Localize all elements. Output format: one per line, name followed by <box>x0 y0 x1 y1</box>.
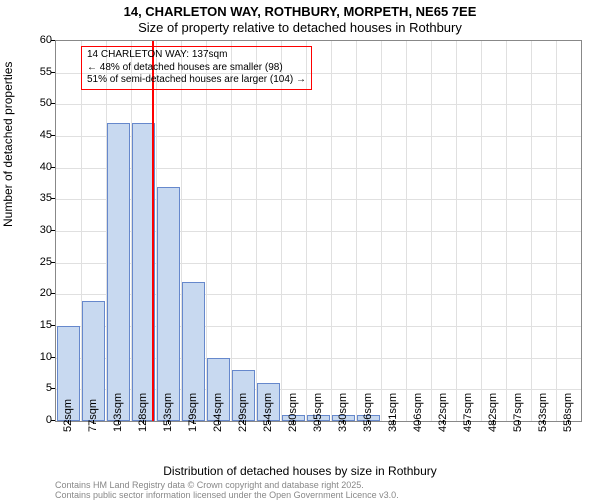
x-tick-mark <box>93 420 94 424</box>
gridline-v <box>256 41 257 421</box>
x-tick-mark <box>68 420 69 424</box>
gridline-v <box>356 41 357 421</box>
plot-area: 14 CHARLETON WAY: 137sqm← 48% of detache… <box>55 40 582 422</box>
x-tick-mark <box>493 420 494 424</box>
x-tick-mark <box>268 420 269 424</box>
x-tick-mark <box>243 420 244 424</box>
annotation-line: ← 48% of detached houses are smaller (98… <box>87 62 306 75</box>
x-tick-mark <box>568 420 569 424</box>
x-tick-mark <box>118 420 119 424</box>
x-tick-mark <box>343 420 344 424</box>
x-tick-mark <box>418 420 419 424</box>
title-sub: Size of property relative to detached ho… <box>0 20 600 35</box>
footer-line-2: Contains public sector information licen… <box>55 490 399 500</box>
gridline-v <box>531 41 532 421</box>
histogram-bar <box>107 123 131 421</box>
x-tick-mark <box>543 420 544 424</box>
gridline-v <box>281 41 282 421</box>
y-axis-label: Number of detached properties <box>1 62 15 227</box>
x-tick-mark <box>468 420 469 424</box>
x-tick-mark <box>393 420 394 424</box>
x-axis-label: Distribution of detached houses by size … <box>0 464 600 478</box>
title-main: 14, CHARLETON WAY, ROTHBURY, MORPETH, NE… <box>0 4 600 19</box>
x-tick-mark <box>318 420 319 424</box>
gridline-v <box>556 41 557 421</box>
histogram-bar <box>157 187 181 421</box>
x-tick-mark <box>368 420 369 424</box>
x-tick-mark <box>193 420 194 424</box>
annotation-line: 51% of semi-detached houses are larger (… <box>87 74 306 87</box>
x-tick-mark <box>293 420 294 424</box>
x-tick-mark <box>168 420 169 424</box>
gridline-v <box>306 41 307 421</box>
chart-container: 14, CHARLETON WAY, ROTHBURY, MORPETH, NE… <box>0 0 600 500</box>
gridline-v <box>406 41 407 421</box>
annotation-line: 14 CHARLETON WAY: 137sqm <box>87 49 306 62</box>
gridline-v <box>331 41 332 421</box>
gridline-v <box>506 41 507 421</box>
gridline-v <box>431 41 432 421</box>
x-tick-mark <box>518 420 519 424</box>
x-tick-mark <box>218 420 219 424</box>
gridline-v <box>481 41 482 421</box>
marker-line <box>152 41 154 421</box>
x-tick-mark <box>443 420 444 424</box>
gridline-v <box>381 41 382 421</box>
footer-line-1: Contains HM Land Registry data © Crown c… <box>55 480 364 490</box>
gridline-v <box>231 41 232 421</box>
gridline-h <box>56 104 581 105</box>
gridline-v <box>456 41 457 421</box>
annotation-box: 14 CHARLETON WAY: 137sqm← 48% of detache… <box>81 46 312 90</box>
x-tick-mark <box>143 420 144 424</box>
